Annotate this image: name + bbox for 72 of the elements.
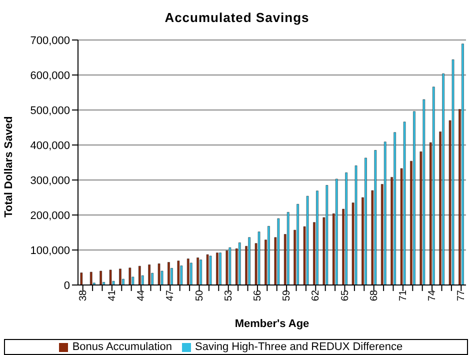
- x-tick-label: 38: [78, 290, 89, 302]
- x-tick-label: 41: [107, 290, 118, 302]
- x-tick-label: 50: [194, 290, 206, 302]
- bar: [277, 218, 280, 285]
- legend-label: Saving High-Three and REDUX Difference: [194, 341, 403, 353]
- bar: [219, 252, 222, 285]
- x-tick-label: 68: [368, 290, 380, 302]
- y-tick-label: 700,000: [30, 34, 70, 47]
- bar: [190, 262, 192, 285]
- bar: [306, 196, 309, 285]
- bar: [335, 178, 338, 285]
- bar: [206, 254, 209, 285]
- y-tick-label: 600,000: [30, 70, 70, 82]
- x-tick-label: 47: [165, 290, 176, 302]
- x-axis-title: Member's Age: [234, 318, 310, 330]
- bar: [100, 270, 102, 285]
- y-axis-title: Total Dollars Saved: [2, 116, 15, 218]
- chart-title: Accumulated Savings: [164, 9, 310, 27]
- bar: [384, 142, 386, 285]
- bar: [216, 252, 218, 285]
- bar: [196, 258, 199, 285]
- x-tick-label: 77: [456, 290, 468, 302]
- bar: [258, 232, 260, 285]
- bar: [394, 132, 396, 285]
- y-tick-label: 0: [64, 280, 70, 292]
- bar: [364, 158, 367, 285]
- bar: [296, 204, 299, 285]
- x-tick-label: 74: [427, 290, 438, 302]
- bar: [413, 111, 416, 285]
- bar: [228, 247, 232, 285]
- bar: [268, 226, 270, 285]
- bar: [248, 237, 250, 285]
- bar: [119, 268, 122, 285]
- x-tick-label: 62: [310, 290, 322, 302]
- bar: [316, 190, 318, 285]
- bar: [403, 122, 406, 285]
- bar: [128, 268, 132, 285]
- bar: [158, 264, 160, 285]
- y-tick-label: 300,000: [30, 174, 70, 187]
- y-tick-label: 200,000: [30, 210, 70, 222]
- bar: [422, 99, 426, 285]
- bar: [168, 262, 170, 285]
- legend-label: Bonus Accumulation: [72, 341, 172, 353]
- x-tick-label: 65: [340, 290, 351, 302]
- y-tick-label: 400,000: [30, 140, 70, 152]
- bar: [90, 272, 92, 285]
- bar: [80, 272, 83, 285]
- bar: [354, 166, 358, 285]
- x-tick-label: 71: [398, 290, 410, 302]
- y-tick-label: 100,000: [30, 244, 70, 257]
- x-tick-label: 56: [252, 290, 264, 302]
- bar: [452, 59, 454, 285]
- bar: [326, 185, 328, 285]
- bar: [374, 150, 377, 285]
- bar: [462, 44, 464, 285]
- bar: [286, 212, 290, 285]
- bar: [148, 264, 150, 285]
- x-tick-label: 53: [223, 290, 234, 302]
- bar: [238, 242, 241, 285]
- bar: [177, 260, 180, 285]
- bar: [442, 73, 444, 285]
- bar: [226, 250, 228, 285]
- bar: [345, 172, 348, 285]
- bar: [109, 270, 112, 285]
- bar: [432, 86, 435, 285]
- bar: [209, 256, 212, 285]
- x-tick-label: 44: [136, 290, 148, 302]
- bar: [200, 260, 202, 285]
- bar: [138, 266, 141, 285]
- y-tick-label: 500,000: [30, 104, 70, 117]
- x-tick-label: 59: [282, 290, 293, 302]
- bar: [186, 258, 190, 285]
